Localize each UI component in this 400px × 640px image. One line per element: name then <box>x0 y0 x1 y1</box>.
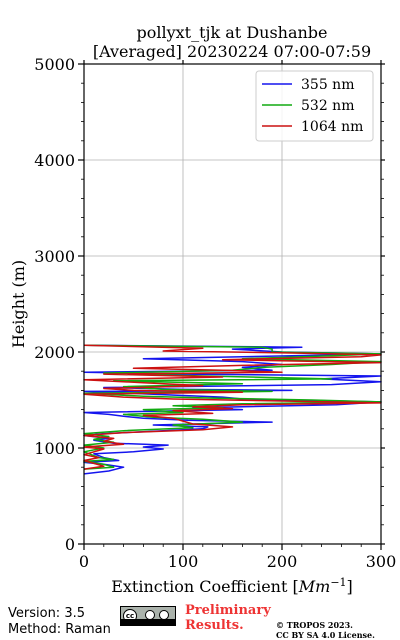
y-tick-label: 2000 <box>34 343 75 362</box>
footer-info: Version: 3.5 Method: Raman <box>8 606 111 638</box>
y-axis-label: Height (m) <box>9 260 28 348</box>
x-tick-label: 200 <box>267 552 298 571</box>
preliminary-results-note: Preliminary Results. <box>185 603 271 633</box>
x-tick-label: 100 <box>168 552 199 571</box>
chart: pollyxt_tjk at Dushanbe [Averaged] 20230… <box>9 23 396 596</box>
preliminary-line1: Preliminary <box>185 603 271 618</box>
legend-box <box>255 70 374 142</box>
method-text: Method: Raman <box>8 622 111 637</box>
x-axis-label: Extinction Coefficient [Mm−1] <box>111 576 353 596</box>
y-tick-label: 3000 <box>34 247 75 266</box>
preliminary-line2: Results. <box>185 618 244 633</box>
y-tick-label: 1000 <box>34 439 75 458</box>
y-tick-label: 4000 <box>34 151 75 170</box>
x-tick-label: 300 <box>366 552 397 571</box>
cc-badge-strip <box>121 619 175 625</box>
series-lines <box>83 344 382 475</box>
copyright-note: © TROPOS 2023. CC BY SA 4.0 License. <box>276 620 375 640</box>
copyright-line1: © TROPOS 2023. <box>276 620 353 630</box>
plot-frame <box>83 63 382 545</box>
version-text: Version: 3.5 <box>8 606 85 621</box>
copyright-line2: CC BY SA 4.0 License. <box>276 630 375 640</box>
legend-label: 355 nm <box>301 77 354 93</box>
y-tick-label: 5000 <box>34 55 75 74</box>
legend-label: 532 nm <box>301 98 354 114</box>
chart-title-line1: pollyxt_tjk at Dushanbe <box>136 23 327 42</box>
legend-label: 1064 nm <box>301 119 363 135</box>
x-tick-label: 0 <box>79 552 89 571</box>
y-tick-label: 0 <box>65 535 75 554</box>
series-line-355-nm <box>83 344 382 475</box>
legend: 355 nm 532 nm 1064 nm <box>255 70 374 142</box>
chart-title-line2: [Averaged] 20230224 07:00-07:59 <box>93 42 371 61</box>
cc-license-badge[interactable]: cc <box>120 606 176 626</box>
